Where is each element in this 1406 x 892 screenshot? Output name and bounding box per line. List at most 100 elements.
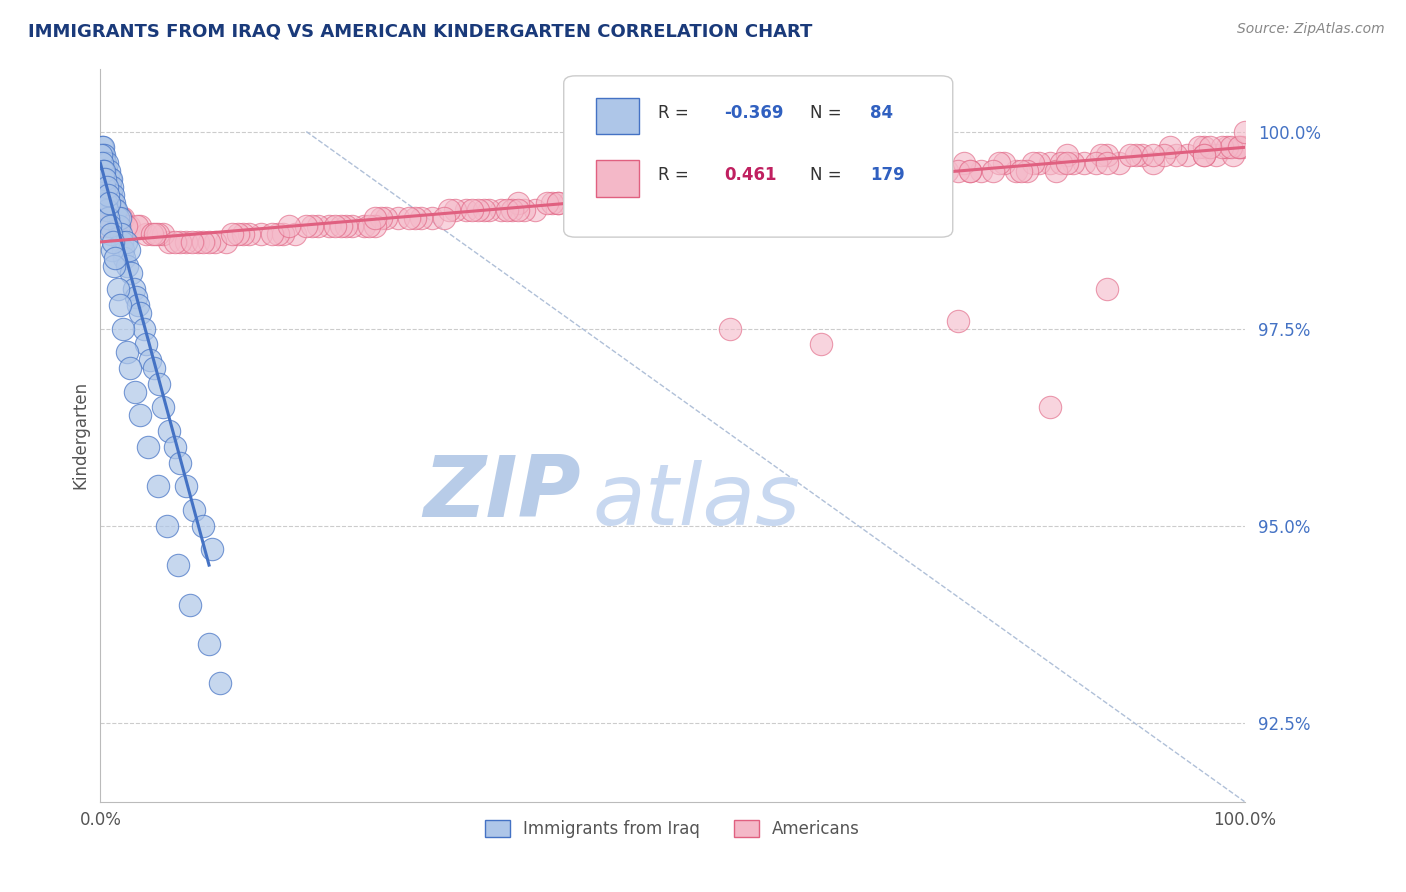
Point (685, 179, 707, 194)
Point (752, 179, 775, 194)
Point (98, 219, 121, 234)
Point (661, 187, 683, 202)
Point (1095, 282, 1118, 296)
Point (690, 187, 713, 202)
Point (959, 164, 981, 178)
Point (953, 156, 976, 170)
Point (420, 211, 443, 226)
Point (398, 211, 420, 226)
Point (103, 259, 125, 273)
Point (104, 251, 127, 265)
Point (98, 179, 121, 194)
Point (94, 187, 117, 202)
Point (718, 179, 741, 194)
Point (267, 227, 290, 241)
Point (1130, 148, 1153, 162)
Point (1050, 156, 1073, 170)
Point (107, 219, 129, 234)
Point (948, 314, 970, 328)
Point (718, 321, 741, 335)
Point (335, 219, 357, 234)
Point (993, 156, 1015, 170)
Point (856, 172, 879, 186)
Point (821, 172, 844, 186)
Point (96, 172, 118, 186)
FancyBboxPatch shape (596, 161, 640, 197)
Point (1194, 140, 1216, 154)
Point (627, 187, 650, 202)
Text: N =: N = (810, 166, 841, 184)
Point (1188, 140, 1211, 154)
Point (146, 227, 169, 241)
Point (815, 172, 838, 186)
Point (547, 195, 569, 210)
Point (707, 187, 730, 202)
Point (1125, 148, 1147, 162)
Text: IMMIGRANTS FROM IRAQ VS AMERICAN KINDERGARTEN CORRELATION CHART: IMMIGRANTS FROM IRAQ VS AMERICAN KINDERG… (28, 22, 813, 40)
Point (524, 203, 547, 218)
Point (541, 195, 564, 210)
Point (1039, 401, 1062, 415)
Point (879, 172, 901, 186)
Point (138, 353, 160, 368)
Point (307, 219, 329, 234)
Point (506, 203, 529, 218)
Point (810, 179, 832, 194)
Point (1205, 148, 1227, 162)
Point (94, 164, 117, 178)
Point (638, 187, 661, 202)
Point (94, 156, 117, 170)
Text: 84: 84 (870, 103, 893, 121)
Text: N =: N = (810, 103, 841, 121)
Point (91, 156, 114, 170)
Point (1175, 148, 1198, 162)
Point (120, 361, 142, 376)
Point (1222, 148, 1244, 162)
Point (873, 179, 896, 194)
Point (439, 203, 461, 218)
Point (183, 503, 205, 517)
Point (770, 187, 793, 202)
Point (94, 195, 117, 210)
Point (1159, 140, 1181, 154)
Point (782, 172, 804, 186)
Point (193, 518, 215, 533)
Point (1194, 148, 1216, 162)
Point (141, 227, 163, 241)
Point (180, 235, 202, 249)
Point (832, 172, 855, 186)
Point (169, 456, 191, 470)
Point (370, 211, 392, 226)
Point (91, 164, 114, 178)
Point (1004, 164, 1026, 178)
Point (741, 179, 763, 194)
Point (198, 637, 221, 651)
Point (125, 219, 148, 234)
Point (112, 243, 135, 257)
Point (318, 219, 340, 234)
Point (901, 172, 924, 186)
Point (107, 282, 129, 296)
Point (93, 148, 115, 162)
Point (936, 164, 959, 178)
Point (851, 164, 873, 178)
Point (506, 195, 529, 210)
Point (433, 211, 456, 226)
Point (124, 384, 146, 399)
Point (157, 235, 180, 249)
Point (129, 409, 152, 423)
Point (1056, 156, 1078, 170)
Point (98, 172, 121, 186)
Point (100, 172, 122, 186)
Point (129, 219, 152, 234)
Point (912, 172, 935, 186)
Point (472, 203, 495, 218)
Point (387, 211, 409, 226)
Point (409, 211, 432, 226)
Point (260, 227, 283, 241)
Text: atlas: atlas (592, 459, 800, 542)
Point (132, 321, 155, 335)
Point (581, 195, 603, 210)
Point (98, 203, 121, 218)
Point (108, 298, 131, 312)
